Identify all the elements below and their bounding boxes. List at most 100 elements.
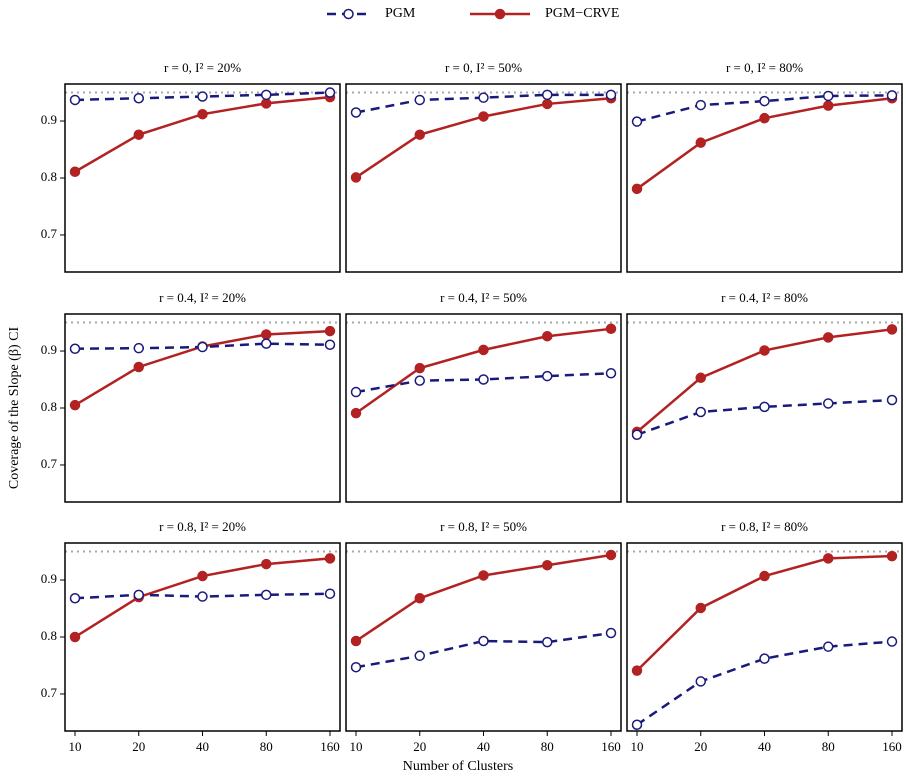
point (886, 90, 898, 101)
point (414, 650, 425, 662)
x-tick-label: 80 (541, 739, 554, 754)
point (133, 129, 144, 140)
point (261, 89, 272, 101)
x-tick-label: 20 (132, 739, 145, 754)
series-line (355, 553, 612, 643)
panel-title: r = 0.4, I² = 20% (159, 290, 246, 305)
point (414, 375, 425, 386)
y-tick-label: 0.8 (41, 399, 57, 414)
point (324, 553, 336, 564)
panel-title: r = 0.4, I² = 80% (721, 290, 808, 305)
point (886, 550, 898, 562)
point (478, 570, 489, 581)
panel-frame (345, 542, 622, 732)
y-tick-label: 0.9 (41, 342, 57, 357)
point (197, 91, 208, 102)
series-line (355, 631, 612, 669)
x-tick-label: 20 (694, 739, 707, 754)
point (133, 589, 144, 601)
x-tick-label: 160 (320, 739, 340, 754)
point (69, 94, 81, 106)
series-line (636, 398, 893, 436)
point (69, 631, 81, 643)
panel-title: r = 0.8, I² = 20% (159, 519, 246, 534)
series-line (636, 94, 893, 123)
x-tick-label: 40 (196, 739, 209, 754)
point (542, 89, 553, 101)
y-tick-label: 0.9 (41, 112, 57, 127)
point (69, 593, 81, 604)
point (542, 636, 553, 648)
panel-frame (626, 313, 903, 503)
series-line (355, 96, 612, 179)
point (478, 92, 489, 103)
point (133, 361, 144, 373)
point (350, 172, 362, 183)
point (605, 627, 617, 639)
point (886, 324, 898, 335)
y-tick-label: 0.8 (41, 169, 57, 184)
series-line (636, 640, 893, 726)
panel-frame (626, 83, 903, 273)
point (261, 98, 272, 109)
point (695, 406, 706, 418)
point (69, 343, 81, 355)
point (324, 588, 336, 599)
panel-frame (626, 542, 903, 732)
legend-label: PGM−CRVE (545, 6, 619, 21)
legend-label: PGM (385, 6, 416, 21)
x-axis-label: Number of Clusters (403, 759, 513, 774)
point (324, 339, 336, 351)
point (823, 100, 834, 111)
point (759, 345, 770, 356)
point (542, 98, 553, 110)
point (350, 407, 362, 419)
point (261, 329, 272, 340)
point (69, 166, 81, 177)
point (478, 374, 489, 385)
panel-title: r = 0, I² = 80% (726, 60, 803, 75)
point (69, 399, 81, 411)
panel-frame (64, 542, 341, 732)
point (542, 559, 553, 571)
panel-frame (345, 83, 622, 273)
point (759, 112, 770, 124)
point (631, 116, 643, 127)
point (350, 386, 362, 398)
legend-marker (343, 8, 354, 20)
point (133, 342, 144, 354)
panel-title: r = 0.4, I² = 50% (440, 290, 527, 305)
point (350, 661, 362, 673)
point (414, 129, 425, 140)
legend-marker (494, 8, 506, 20)
panel-frame (345, 313, 622, 503)
point (759, 570, 770, 582)
point (823, 553, 834, 564)
point (695, 372, 706, 384)
point (823, 398, 834, 409)
x-tick-label: 80 (260, 739, 273, 754)
point (324, 325, 336, 337)
point (350, 107, 362, 118)
x-tick-label: 160 (601, 739, 621, 754)
panel-title: r = 0, I² = 20% (164, 60, 241, 75)
point (823, 90, 834, 102)
y-tick-label: 0.7 (41, 685, 58, 700)
x-tick-label: 10 (631, 739, 644, 754)
point (695, 602, 706, 614)
point (478, 635, 489, 647)
x-tick-label: 160 (882, 739, 902, 754)
point (261, 589, 272, 601)
panel-title: r = 0.8, I² = 80% (721, 519, 808, 534)
point (823, 641, 834, 652)
point (197, 341, 208, 353)
point (414, 593, 425, 604)
point (542, 370, 553, 382)
point (197, 570, 208, 582)
point (414, 362, 425, 374)
point (605, 549, 617, 561)
x-tick-label: 80 (822, 739, 835, 754)
x-tick-label: 10 (350, 739, 363, 754)
point (197, 591, 208, 602)
